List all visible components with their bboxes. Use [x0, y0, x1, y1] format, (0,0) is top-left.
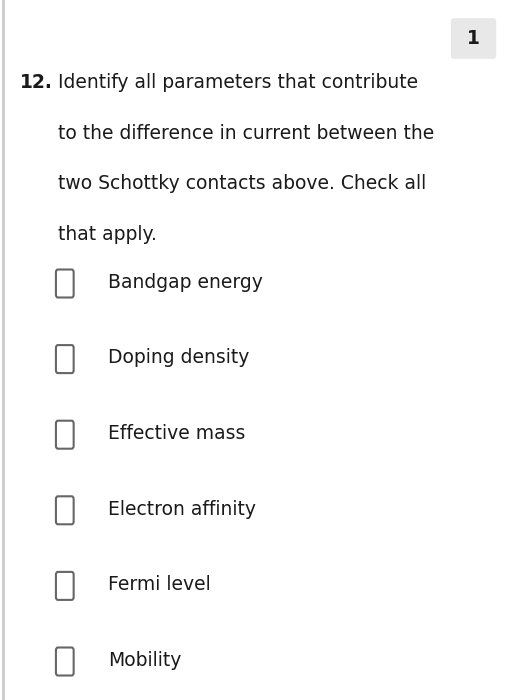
FancyBboxPatch shape	[56, 648, 74, 676]
Text: two Schottky contacts above. Check all: two Schottky contacts above. Check all	[58, 174, 426, 193]
Text: Effective mass: Effective mass	[108, 424, 246, 443]
Text: Bandgap energy: Bandgap energy	[108, 273, 263, 292]
Text: Electron affinity: Electron affinity	[108, 500, 256, 519]
Text: that apply.: that apply.	[58, 225, 157, 244]
FancyBboxPatch shape	[56, 421, 74, 449]
Text: 12.: 12.	[20, 74, 53, 92]
Text: Mobility: Mobility	[108, 651, 182, 670]
Text: Identify all parameters that contribute: Identify all parameters that contribute	[58, 74, 418, 92]
FancyBboxPatch shape	[56, 345, 74, 373]
Text: Doping density: Doping density	[108, 349, 250, 368]
FancyBboxPatch shape	[56, 572, 74, 600]
FancyBboxPatch shape	[56, 270, 74, 298]
Text: to the difference in current between the: to the difference in current between the	[58, 124, 434, 143]
Text: 1: 1	[467, 29, 480, 48]
FancyBboxPatch shape	[56, 496, 74, 524]
FancyBboxPatch shape	[451, 18, 496, 59]
Text: Fermi level: Fermi level	[108, 575, 211, 594]
